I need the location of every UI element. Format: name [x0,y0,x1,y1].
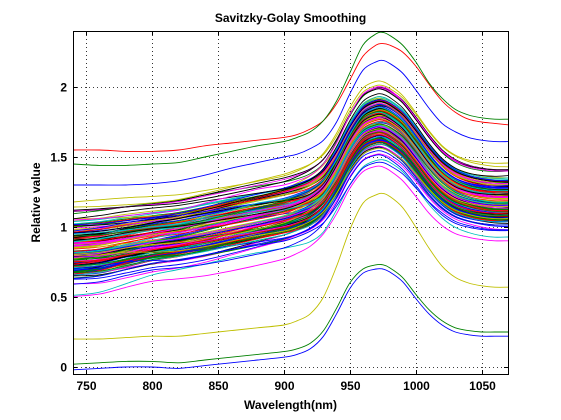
spectrum-line [73,143,508,276]
x-tick-label: 800 [142,379,162,393]
spectrum-line [73,139,508,271]
y-tick-label: 0 [60,361,67,375]
spectrum-line [73,103,508,232]
y-axis-label: Relative value [29,162,43,242]
x-tick-label: 1050 [469,379,496,393]
spectrum-line [73,103,508,230]
x-tick-label: 950 [340,379,360,393]
plot-frame [73,31,509,375]
spectrum-line [73,147,508,256]
spectrum-line [73,192,508,340]
spectrum-line [73,85,508,221]
spectrum-line [73,263,508,365]
spectrum-line [73,96,508,223]
x-tick-label: 900 [274,379,294,393]
spectrum-line [73,59,508,186]
spectrum-line [73,128,508,255]
x-tick-label: 1000 [403,379,430,393]
spectrum-line [73,161,508,270]
spectrum-line [73,99,508,226]
tick-layer: 750 800 850 900 950 1000 1050 0 0.5 1 1.5 2 [50,31,508,393]
spectrum-line [73,129,508,260]
spectrum-line [73,134,508,265]
spectrum-line [73,87,508,215]
x-tick-label: 850 [208,379,228,393]
y-tick-label: 1.5 [50,151,67,165]
spectrum-line [73,80,508,203]
spectrum-line [73,31,508,166]
x-axis-label: Wavelength(nm) [244,398,337,412]
y-tick-label: 2 [60,81,67,95]
spectrum-line [73,132,508,263]
spectrum-line [73,165,508,297]
y-tick-label: 1 [60,221,67,235]
spectrum-line [73,150,508,280]
spectrum-line [73,129,508,258]
x-tick-label: 750 [76,379,96,393]
series-layer [73,31,508,371]
spectrum-line [73,43,508,152]
spectrum-line [73,147,508,280]
spectrum-line [73,93,508,220]
spectrum-line [73,118,508,248]
spectrum-line [73,154,508,285]
y-tick-label: 0.5 [50,291,67,305]
chart-title: Savitzky-Golay Smoothing [215,11,366,25]
spectrum-line [73,106,508,235]
spectrum-line [73,113,508,242]
spectrum-line [73,268,508,371]
spectrum-line [73,84,508,208]
spectrum-line [73,110,508,239]
spectrum-line [73,123,508,253]
